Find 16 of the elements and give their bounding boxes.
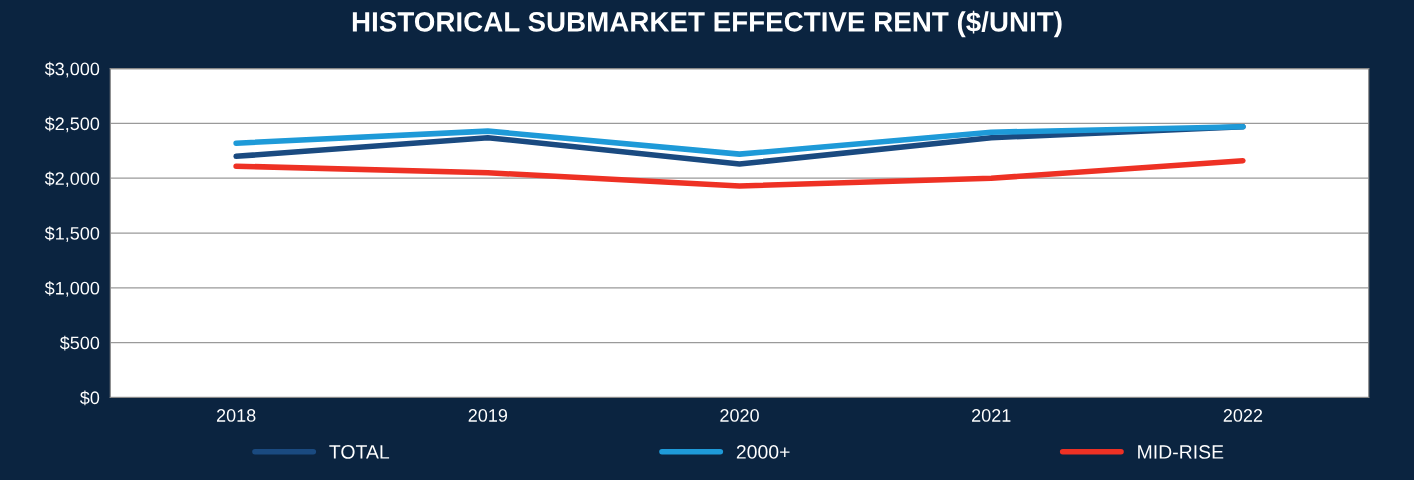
y-tick-label: $2,000 xyxy=(44,171,100,188)
y-tick-label: $0 xyxy=(79,390,100,406)
x-tick-label: 2022 xyxy=(1223,409,1263,422)
legend-label: 2000+ xyxy=(736,445,790,459)
x-tick-label: 2021 xyxy=(972,409,1011,422)
y-tick-label: $500 xyxy=(59,335,100,351)
x-tick-label: 2019 xyxy=(468,409,508,422)
y-tick-label: $2,500 xyxy=(44,116,100,133)
y-tick-label: $1,500 xyxy=(44,226,100,242)
chart-title: HISTORICAL SUBMARKET EFFECTIVE RENT ($/UNIT) xyxy=(352,10,1062,38)
y-tick-label: $1,000 xyxy=(44,281,100,297)
x-tick-label: 2020 xyxy=(720,409,759,422)
y-tick-label: $3,000 xyxy=(44,61,100,78)
legend-label: TOTAL xyxy=(329,445,390,459)
legend-label: MID-RISE xyxy=(1138,445,1224,459)
x-tick-label: 2018 xyxy=(216,409,256,422)
